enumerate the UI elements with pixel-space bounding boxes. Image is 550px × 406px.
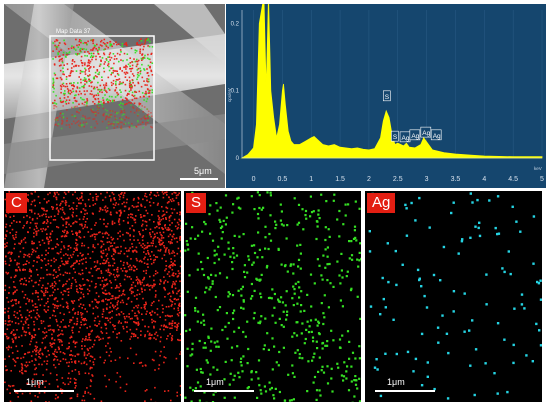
x-tick-label: 0: [252, 176, 256, 183]
peak-label-box: [391, 130, 399, 142]
silver-map-panel: Ag 1μm: [365, 191, 542, 402]
sulfur-map: [184, 191, 361, 402]
x-tick-label: 4.5: [508, 176, 518, 183]
peak-label-box: [409, 129, 421, 141]
x-tick-label: 3: [425, 176, 429, 183]
sem-image: [4, 4, 225, 188]
carbon-scalebar: [14, 390, 74, 392]
sulfur-map-panel: S 1μm: [184, 191, 361, 402]
silver-scalebar: [375, 390, 435, 392]
silver-scale-label: 1μm: [387, 377, 405, 387]
sem-image-panel: Map Data 37 5μm: [4, 4, 225, 188]
peak-label-box: [420, 126, 432, 138]
y-axis-label: cps/eV: [227, 88, 232, 102]
silver-label: Ag: [367, 193, 396, 213]
carbon-scale-label: 1μm: [26, 377, 44, 387]
sem-scale-label: 5μm: [194, 166, 212, 176]
map-caption: Map Data 37: [56, 29, 91, 35]
peak-label: Ag: [411, 133, 419, 140]
x-tick-label: 2: [367, 176, 371, 183]
eds-spectrum-chart: 0 0.5 1 1.5 2 2.5 3 3.5 4 4.5 500.10.2 SS Ag Ag Ag Ag …: [227, 4, 544, 183]
carbon-map: [4, 191, 181, 402]
carbon-label: C: [6, 193, 27, 213]
sulfur-scalebar: [194, 390, 254, 392]
x-tick-label: 1.5: [335, 176, 345, 183]
x-tick-label: 4: [482, 176, 486, 183]
sem-scalebar: [180, 178, 218, 180]
peak-label: S: [393, 134, 398, 141]
peak-label-box: [383, 90, 391, 102]
sulfur-scale-label: 1μm: [206, 377, 224, 387]
peak-label: S: [385, 94, 390, 101]
peak-label: Ag: [433, 133, 441, 140]
map-selection-box: [49, 35, 155, 161]
y-tick-label: 0.1: [231, 89, 240, 95]
peak-label-box: [430, 129, 442, 141]
silver-map: [368, 192, 542, 400]
peak-label: Ag: [422, 130, 430, 137]
eds-spectrum-panel: 0 0.5 1 1.5 2 2.5 3 3.5 4 4.5 5 0 0.1 0.2 S S Ag Ag Ag Ag …: [226, 4, 546, 188]
eds-overlay: [52, 38, 154, 130]
x-tick-label: 1: [309, 176, 313, 183]
x-tick-label: 2.5: [393, 176, 403, 183]
y-tick-label: 0.2: [231, 21, 240, 27]
peak-label: Ag: [402, 135, 410, 142]
x-tick-label: 3.5: [451, 176, 461, 183]
x-axis-label: keV: [534, 166, 542, 171]
carbon-map-panel: C 1μm: [4, 191, 181, 402]
sulfur-label: S: [186, 193, 207, 213]
spectrum-series: [240, 4, 543, 159]
x-tick-label: 0.5: [278, 176, 288, 183]
y-tick-label: 0: [236, 156, 240, 162]
x-tick-label: 5: [540, 176, 544, 183]
